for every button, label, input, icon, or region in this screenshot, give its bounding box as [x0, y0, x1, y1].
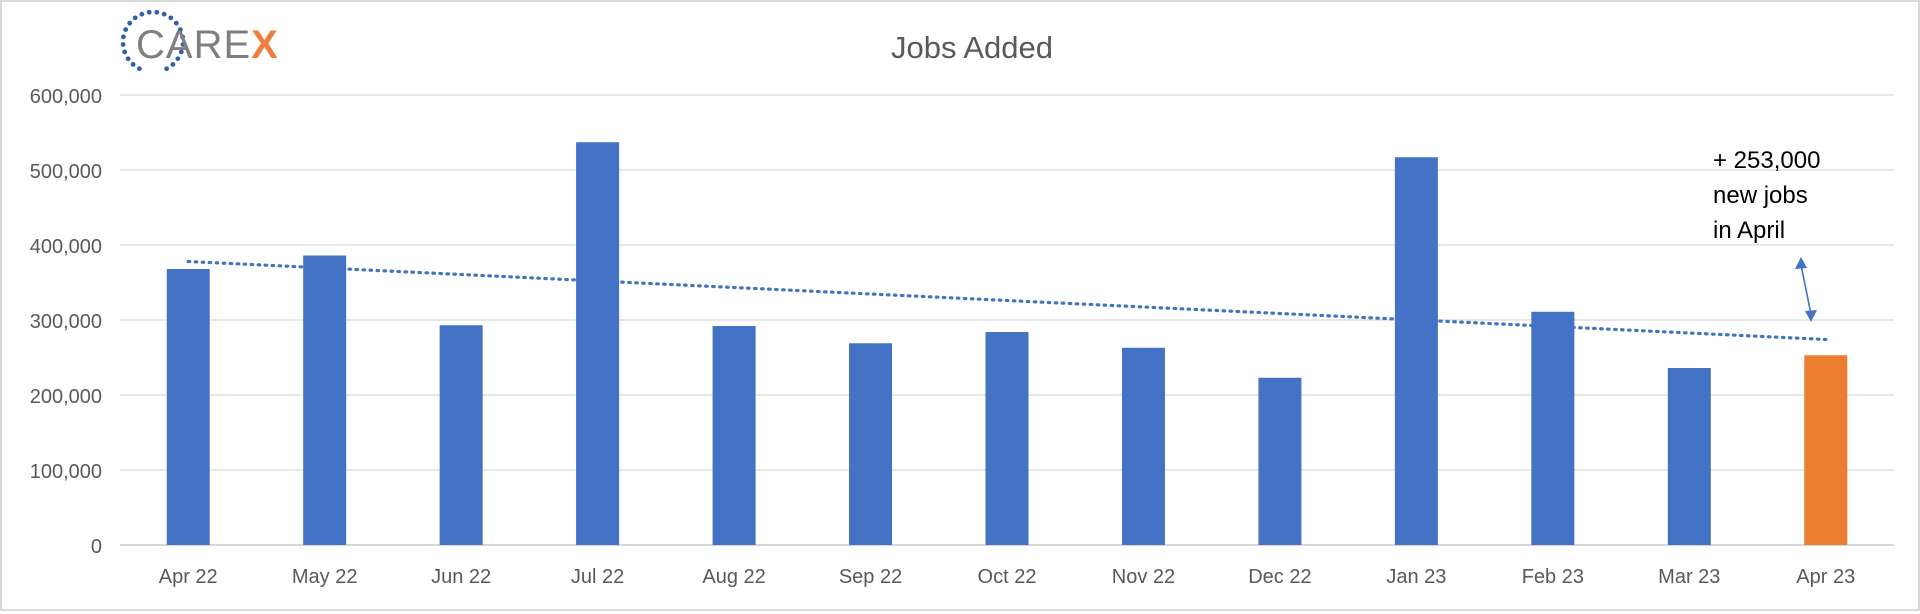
- chart-title: Jobs Added: [891, 30, 1053, 65]
- logo-ring-dot: [132, 15, 138, 21]
- y-tick-label: 400,000: [30, 236, 102, 258]
- annotation-double-arrow-icon: [1795, 257, 1817, 322]
- x-tick-label: Mar 23: [1658, 566, 1720, 588]
- logo-ring-dot: [173, 20, 179, 26]
- trendline-line: [186, 259, 1828, 342]
- x-tick-label: Feb 23: [1522, 566, 1584, 588]
- logo-ring-dot: [120, 42, 126, 47]
- logo-ring-dot: [161, 11, 167, 17]
- bar-sep-22: [849, 343, 893, 545]
- annotation: + 253,000 new jobs in April: [1713, 147, 1820, 322]
- y-tick-label: 300,000: [30, 311, 102, 333]
- logo-ring-dot: [121, 34, 126, 40]
- logo-ring-dot: [164, 66, 170, 72]
- logo-ring-dot: [168, 15, 174, 21]
- logo-ring-dot: [130, 62, 136, 67]
- logo-text: CAREX: [136, 23, 279, 67]
- logo-main-text: CARE: [136, 23, 251, 67]
- x-tick-label: Jan 23: [1386, 566, 1446, 588]
- logo-ring-dot: [136, 66, 142, 72]
- bar-jan-23: [1394, 157, 1438, 545]
- logo-ring-dot: [170, 62, 176, 67]
- bar-apr-22: [166, 269, 210, 545]
- logo-ring-dot: [154, 9, 160, 15]
- annotation-line-3: in April: [1713, 217, 1785, 244]
- annotation-line-2: new jobs: [1713, 182, 1808, 209]
- logo-ring-dot: [122, 49, 128, 55]
- bar-jul-22: [576, 142, 620, 545]
- arrow-head-up: [1795, 257, 1807, 269]
- x-tick-label: Aug 22: [702, 566, 765, 588]
- logo-ring-dot: [178, 49, 184, 55]
- y-tick-label: 100,000: [30, 461, 102, 483]
- arrow-shaft: [1800, 264, 1812, 315]
- x-tick-label: Jun 22: [431, 566, 491, 588]
- x-tick-label: May 22: [292, 566, 358, 588]
- x-tick-label: Jul 22: [571, 566, 624, 588]
- x-tick-label: Oct 22: [978, 566, 1037, 588]
- bar-oct-22: [985, 332, 1029, 545]
- arrow-head-down: [1805, 310, 1817, 322]
- bar-dec-22: [1258, 377, 1302, 545]
- x-tick-label: Apr 22: [159, 566, 218, 588]
- x-tick-label: Nov 22: [1112, 566, 1175, 588]
- logo-dotted-ring-icon: [120, 9, 186, 72]
- bar-feb-23: [1531, 311, 1575, 545]
- x-axis: Apr 22 May 22 Jun 22 Jul 22 Aug 22 Sep 22 Oct …: [159, 566, 1855, 588]
- logo-ring-dot: [139, 11, 145, 17]
- bar-may-22: [303, 255, 347, 545]
- carex-logo: CAREX: [120, 9, 279, 72]
- logo-ring-dot: [146, 9, 152, 15]
- logo-ring-dot: [175, 56, 181, 62]
- bar-jun-22: [439, 325, 483, 545]
- y-tick-label: 500,000: [30, 161, 102, 183]
- bar-apr-23: [1804, 355, 1848, 545]
- logo-ring-dot: [125, 56, 131, 62]
- y-axis: 0 100,000 200,000 300,000 400,000 500,000 600,…: [30, 86, 102, 558]
- trendline: [186, 259, 1828, 342]
- logo-accent-text: X: [251, 23, 279, 67]
- bar-aug-22: [712, 326, 756, 545]
- y-tick-label: 600,000: [30, 86, 102, 108]
- bar-nov-22: [1121, 347, 1165, 545]
- logo-ring-dot: [177, 27, 183, 32]
- logo-ring-dot: [127, 20, 133, 26]
- y-tick-label: 0: [91, 536, 102, 558]
- x-tick-label: Apr 23: [1796, 566, 1855, 588]
- logo-ring-dot: [180, 42, 186, 47]
- annotation-line-1: + 253,000: [1713, 147, 1820, 174]
- x-tick-label: Sep 22: [839, 566, 902, 588]
- logo-ring-dot: [180, 34, 185, 40]
- logo-ring-dot: [123, 27, 129, 32]
- bar-mar-23: [1667, 368, 1711, 545]
- x-tick-label: Dec 22: [1248, 566, 1311, 588]
- bars: [166, 142, 1848, 545]
- y-tick-label: 200,000: [30, 386, 102, 408]
